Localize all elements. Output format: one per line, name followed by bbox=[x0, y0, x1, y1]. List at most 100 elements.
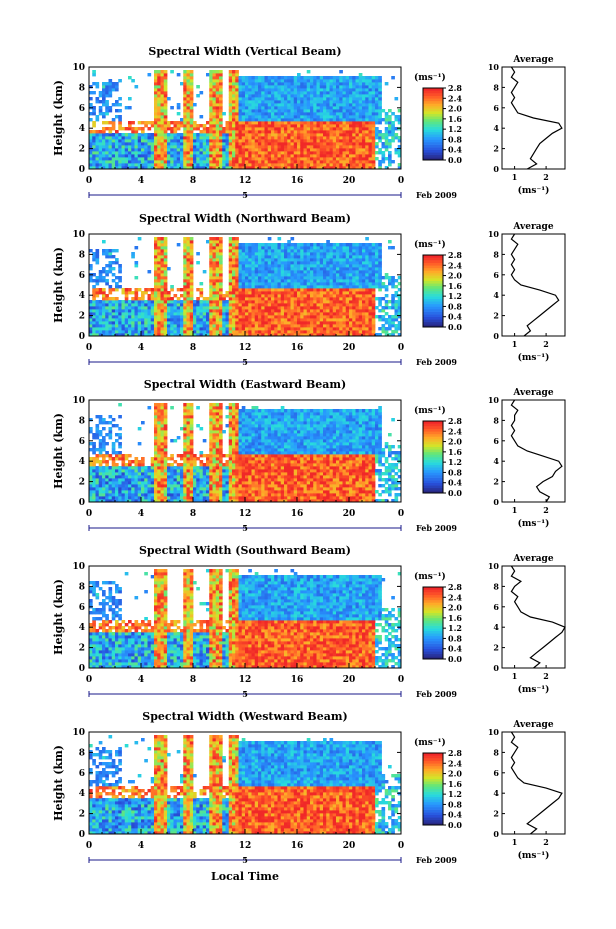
heatmap-cell bbox=[232, 136, 236, 140]
heatmap-cell bbox=[219, 333, 223, 337]
heatmap-cell bbox=[293, 94, 298, 98]
heatmap-cell bbox=[293, 109, 298, 113]
heatmap-cell bbox=[352, 306, 356, 310]
heatmap-cell bbox=[293, 291, 298, 295]
heatmap-cell bbox=[186, 318, 191, 322]
heatmap-cell bbox=[160, 88, 165, 92]
heatmap-cell bbox=[345, 97, 350, 101]
heatmap-cell bbox=[232, 148, 236, 152]
heatmap-cell bbox=[186, 330, 191, 334]
heatmap-cell bbox=[332, 288, 337, 292]
heatmap-cell bbox=[193, 330, 197, 334]
heatmap-cell bbox=[128, 136, 132, 140]
heatmap-cell bbox=[297, 324, 301, 328]
heatmap-cell bbox=[297, 273, 301, 277]
heatmap-cell bbox=[297, 115, 301, 119]
heatmap-cell bbox=[189, 288, 194, 292]
heatmap-cell bbox=[345, 145, 350, 149]
heatmap-cell bbox=[157, 312, 161, 316]
heatmap-cell bbox=[95, 258, 100, 262]
heatmap-cell bbox=[371, 279, 376, 283]
heatmap-cell bbox=[189, 285, 194, 289]
heatmap-cell bbox=[167, 160, 171, 164]
heatmap-cell bbox=[254, 148, 259, 152]
heatmap-cell bbox=[368, 103, 373, 107]
heatmap-cell bbox=[349, 133, 353, 137]
heatmap-cell bbox=[378, 288, 382, 292]
heatmap-cell bbox=[183, 270, 187, 274]
heatmap-cell bbox=[358, 270, 363, 274]
heatmap-cell bbox=[215, 127, 220, 131]
heatmap-cell bbox=[209, 112, 213, 116]
heatmap-cell bbox=[384, 115, 389, 119]
heatmap-cell bbox=[189, 318, 194, 322]
heatmap-cell bbox=[180, 154, 184, 158]
heatmap-cell bbox=[235, 85, 239, 89]
heatmap-cell bbox=[170, 160, 174, 164]
heatmap-cell bbox=[271, 261, 275, 265]
heatmap-cell bbox=[300, 115, 304, 119]
heatmap-cell bbox=[352, 243, 356, 247]
heatmap-cell bbox=[345, 115, 350, 119]
heatmap-cell bbox=[215, 118, 220, 122]
heatmap-cell bbox=[251, 312, 256, 316]
heatmap-cell bbox=[141, 160, 145, 164]
heatmap-cell bbox=[293, 76, 298, 80]
heatmap-cell bbox=[131, 333, 135, 337]
heatmap-cell bbox=[371, 109, 376, 113]
heatmap-cell bbox=[124, 166, 129, 170]
heatmap-cell bbox=[251, 264, 256, 268]
heatmap-cell bbox=[254, 249, 259, 253]
heatmap-cell bbox=[186, 255, 191, 259]
heatmap-cell bbox=[319, 288, 324, 292]
heatmap-cell bbox=[319, 139, 324, 143]
heatmap-cell bbox=[384, 333, 389, 337]
heatmap-cell bbox=[212, 94, 217, 98]
heatmap-cell bbox=[261, 127, 265, 131]
heatmap-cell bbox=[115, 142, 119, 146]
heatmap-cell bbox=[186, 106, 191, 110]
heatmap-cell bbox=[329, 246, 334, 250]
heatmap-cell bbox=[342, 97, 347, 101]
heatmap-cell bbox=[248, 315, 252, 319]
heatmap-cell bbox=[238, 306, 243, 310]
heatmap-cell bbox=[261, 124, 265, 128]
heatmap-cell bbox=[349, 267, 353, 271]
colorbar-swatch bbox=[423, 154, 443, 158]
heatmap-cell bbox=[206, 154, 210, 158]
heatmap-cell bbox=[186, 79, 191, 83]
heatmap-cell bbox=[248, 88, 252, 92]
heatmap-cell bbox=[300, 315, 304, 319]
heatmap-cell bbox=[371, 318, 376, 322]
heatmap-cell bbox=[274, 261, 278, 265]
heatmap-cell bbox=[245, 243, 249, 247]
heatmap-cell bbox=[336, 118, 340, 122]
heatmap-cell bbox=[189, 118, 194, 122]
heatmap-cell bbox=[186, 133, 191, 137]
heatmap-cell bbox=[154, 73, 158, 77]
heatmap-cell bbox=[261, 273, 265, 277]
colorbar-swatch bbox=[423, 126, 443, 130]
heatmap-cell bbox=[306, 267, 311, 271]
heatmap-cell bbox=[264, 118, 269, 122]
heatmap-cell bbox=[92, 300, 96, 304]
heatmap-cell bbox=[111, 163, 116, 167]
heatmap-cell bbox=[316, 252, 321, 256]
heatmap-cell bbox=[128, 106, 132, 110]
heatmap-cell bbox=[297, 136, 301, 140]
heatmap-cell bbox=[108, 106, 113, 110]
heatmap-cell bbox=[319, 297, 324, 301]
heatmap-cell bbox=[134, 127, 139, 131]
heatmap-cell bbox=[378, 255, 382, 259]
heatmap-cell bbox=[284, 294, 288, 298]
heatmap-cell bbox=[368, 118, 373, 122]
heatmap-cell bbox=[274, 264, 278, 268]
heatmap-cell bbox=[293, 324, 298, 328]
heatmap-cell bbox=[180, 148, 184, 152]
heatmap-cell bbox=[131, 291, 135, 295]
heatmap-cell bbox=[319, 76, 324, 80]
heatmap-cell bbox=[274, 330, 278, 334]
heatmap-cell bbox=[144, 148, 148, 152]
heatmap-cell bbox=[235, 333, 239, 337]
heatmap-cell bbox=[349, 76, 353, 80]
